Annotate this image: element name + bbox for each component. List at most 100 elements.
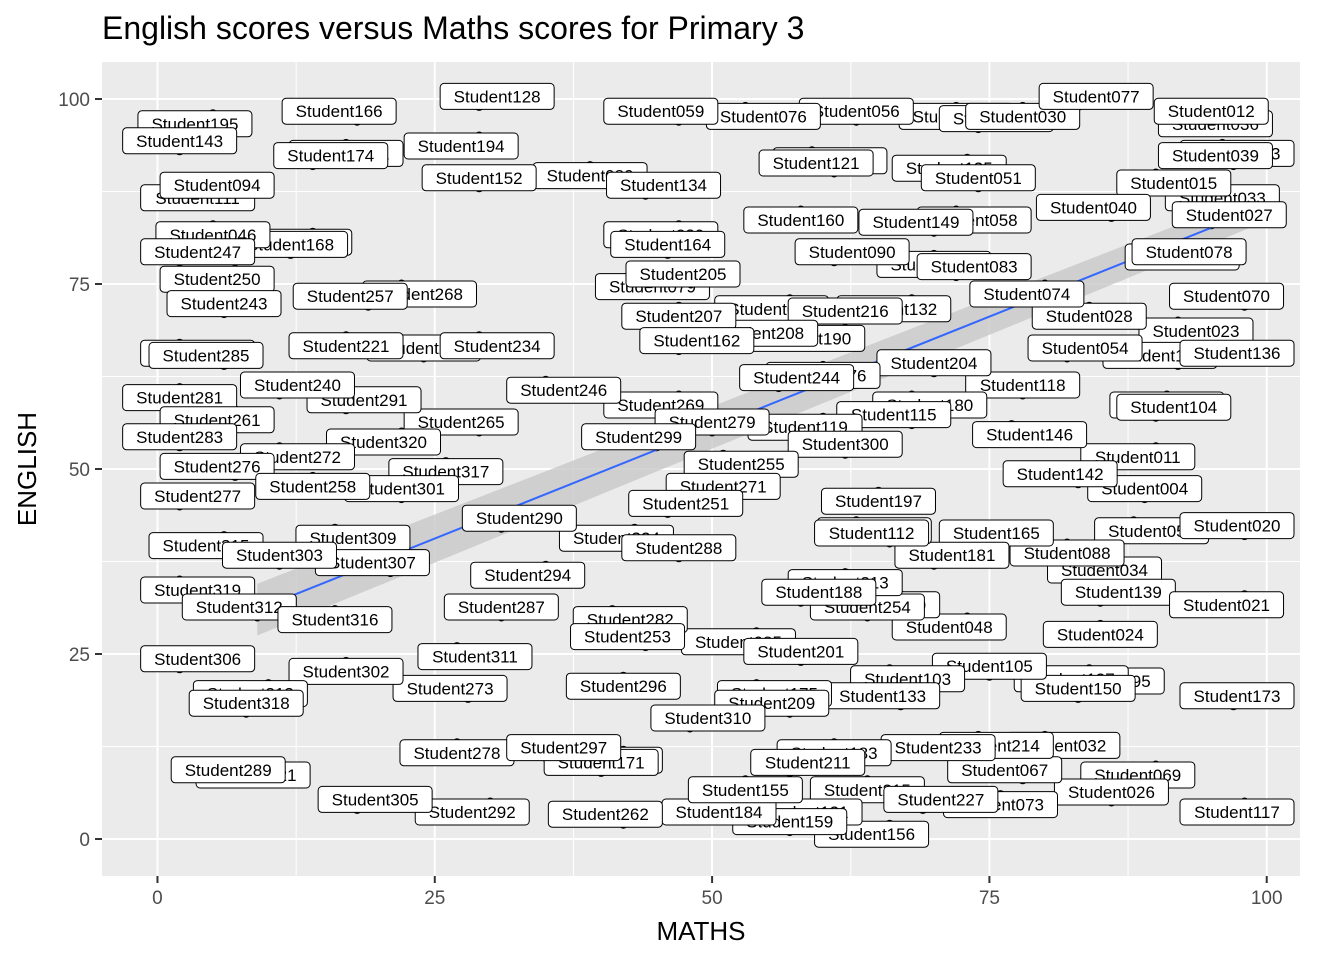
point-label-text: Student067 [961, 761, 1048, 780]
point-label-text: Student281 [136, 389, 223, 408]
point-label-box [159, 452, 275, 480]
point-label: Student143 [122, 127, 238, 155]
point-label-box [547, 800, 663, 828]
point-label-box [317, 785, 433, 813]
point-label-box [750, 748, 866, 776]
point-label: Student216 [787, 297, 903, 325]
point-label-box [858, 208, 974, 236]
point-label-text: Student307 [329, 554, 416, 573]
point-label-box [421, 164, 537, 192]
point-label-text: Student251 [642, 494, 729, 513]
point-label: Student277 [140, 482, 256, 510]
point-label: Student142 [1002, 460, 1118, 488]
point-label: Student149 [858, 208, 974, 236]
point-label-text: Student094 [174, 176, 261, 195]
point-label-text: Student211 [765, 753, 851, 772]
point-label-box [891, 613, 1007, 641]
point-label: Student152 [421, 164, 537, 192]
point-label-box [1171, 201, 1287, 229]
point-label-text: Student088 [1024, 544, 1111, 563]
point-label-box [392, 674, 508, 702]
point-label: Student012 [1153, 97, 1269, 125]
point-label: Student121 [758, 149, 874, 177]
point-label-box [610, 230, 726, 258]
point-label: Student294 [470, 561, 586, 589]
point-label: Student024 [1042, 620, 1158, 648]
point-label-text: Student243 [181, 295, 268, 314]
point-label: Student251 [628, 489, 744, 517]
point-label-text: Student285 [163, 346, 250, 365]
point-label: Student028 [1031, 302, 1147, 330]
point-label: Student243 [166, 290, 282, 318]
point-label: Student306 [140, 645, 256, 673]
point-label: Student164 [610, 230, 726, 258]
point-label-text: Student166 [296, 102, 383, 121]
point-label-text: Student300 [802, 435, 889, 454]
point-label-text: Student233 [895, 739, 982, 758]
point-label-text: Student074 [983, 285, 1070, 304]
point-label-text: Student105 [946, 657, 1033, 676]
point-label-box [1038, 82, 1154, 110]
point-label-text: Student288 [635, 539, 722, 558]
point-label: Student146 [972, 421, 1088, 449]
point-label-text: Student188 [775, 583, 862, 602]
point-label-box [787, 430, 903, 458]
point-label-box [820, 487, 936, 515]
point-label: Student104 [1116, 393, 1232, 421]
point-label-text: Student305 [332, 790, 419, 809]
point-label-text: Student311 [432, 648, 518, 667]
point-label: Student054 [1027, 334, 1143, 362]
point-label-text: Student142 [1017, 465, 1104, 484]
point-label: Student292 [414, 798, 530, 826]
point-label-box [506, 734, 622, 762]
point-label-text: Student030 [979, 107, 1066, 126]
point-label-text: Student306 [154, 650, 241, 669]
point-label-box [148, 341, 264, 369]
point-label: Student257 [292, 282, 408, 310]
point-label: Student059 [603, 97, 719, 125]
point-label-text: Student083 [931, 258, 1018, 277]
point-label-text: Student320 [340, 433, 427, 452]
point-label-box [239, 371, 355, 399]
point-label: Student316 [277, 606, 393, 634]
point-label-text: Student227 [897, 790, 984, 809]
point-label-box [1116, 393, 1232, 421]
point-label-text: Student134 [620, 176, 707, 195]
point-label-text: Student117 [1194, 803, 1280, 822]
point-label: Student255 [683, 450, 799, 478]
point-label-box [972, 421, 1088, 449]
point-label-text: Student303 [236, 546, 323, 565]
y-tick-label: 75 [69, 275, 90, 296]
point-label: Student285 [148, 341, 264, 369]
point-label-text: Student040 [1050, 198, 1137, 217]
point-label-text: Student312 [196, 598, 283, 617]
point-label: Student244 [739, 364, 855, 392]
x-tick-label: 75 [979, 888, 1000, 909]
point-label-text: Student143 [136, 132, 223, 151]
point-label: Student027 [1171, 201, 1287, 229]
point-label-text: Student070 [1183, 287, 1270, 306]
point-label-box [288, 657, 404, 685]
point-label-text: Student004 [1101, 480, 1188, 499]
x-axis-title: MATHS [656, 916, 745, 946]
point-label-text: Student039 [1172, 147, 1259, 166]
point-label-text: Student310 [664, 709, 751, 728]
point-label-text: Student090 [809, 243, 896, 262]
point-label-box [439, 332, 555, 360]
point-label-text: Student026 [1068, 783, 1155, 802]
point-label-box [221, 541, 337, 569]
point-label: Student074 [969, 280, 1085, 308]
point-label-text: Student250 [174, 270, 261, 289]
point-label: Student290 [461, 504, 577, 532]
point-label: Student221 [288, 332, 404, 360]
point-label: Student318 [188, 689, 304, 717]
point-label-text: Student055 [1108, 522, 1195, 541]
point-label-box [920, 164, 1036, 192]
point-label-box [1020, 674, 1136, 702]
x-tick-label: 25 [424, 888, 445, 909]
point-label: Student118 [965, 371, 1081, 399]
point-label-text: Student296 [580, 677, 667, 696]
point-label: Student234 [439, 332, 555, 360]
point-label-text: Student121 [773, 154, 860, 173]
